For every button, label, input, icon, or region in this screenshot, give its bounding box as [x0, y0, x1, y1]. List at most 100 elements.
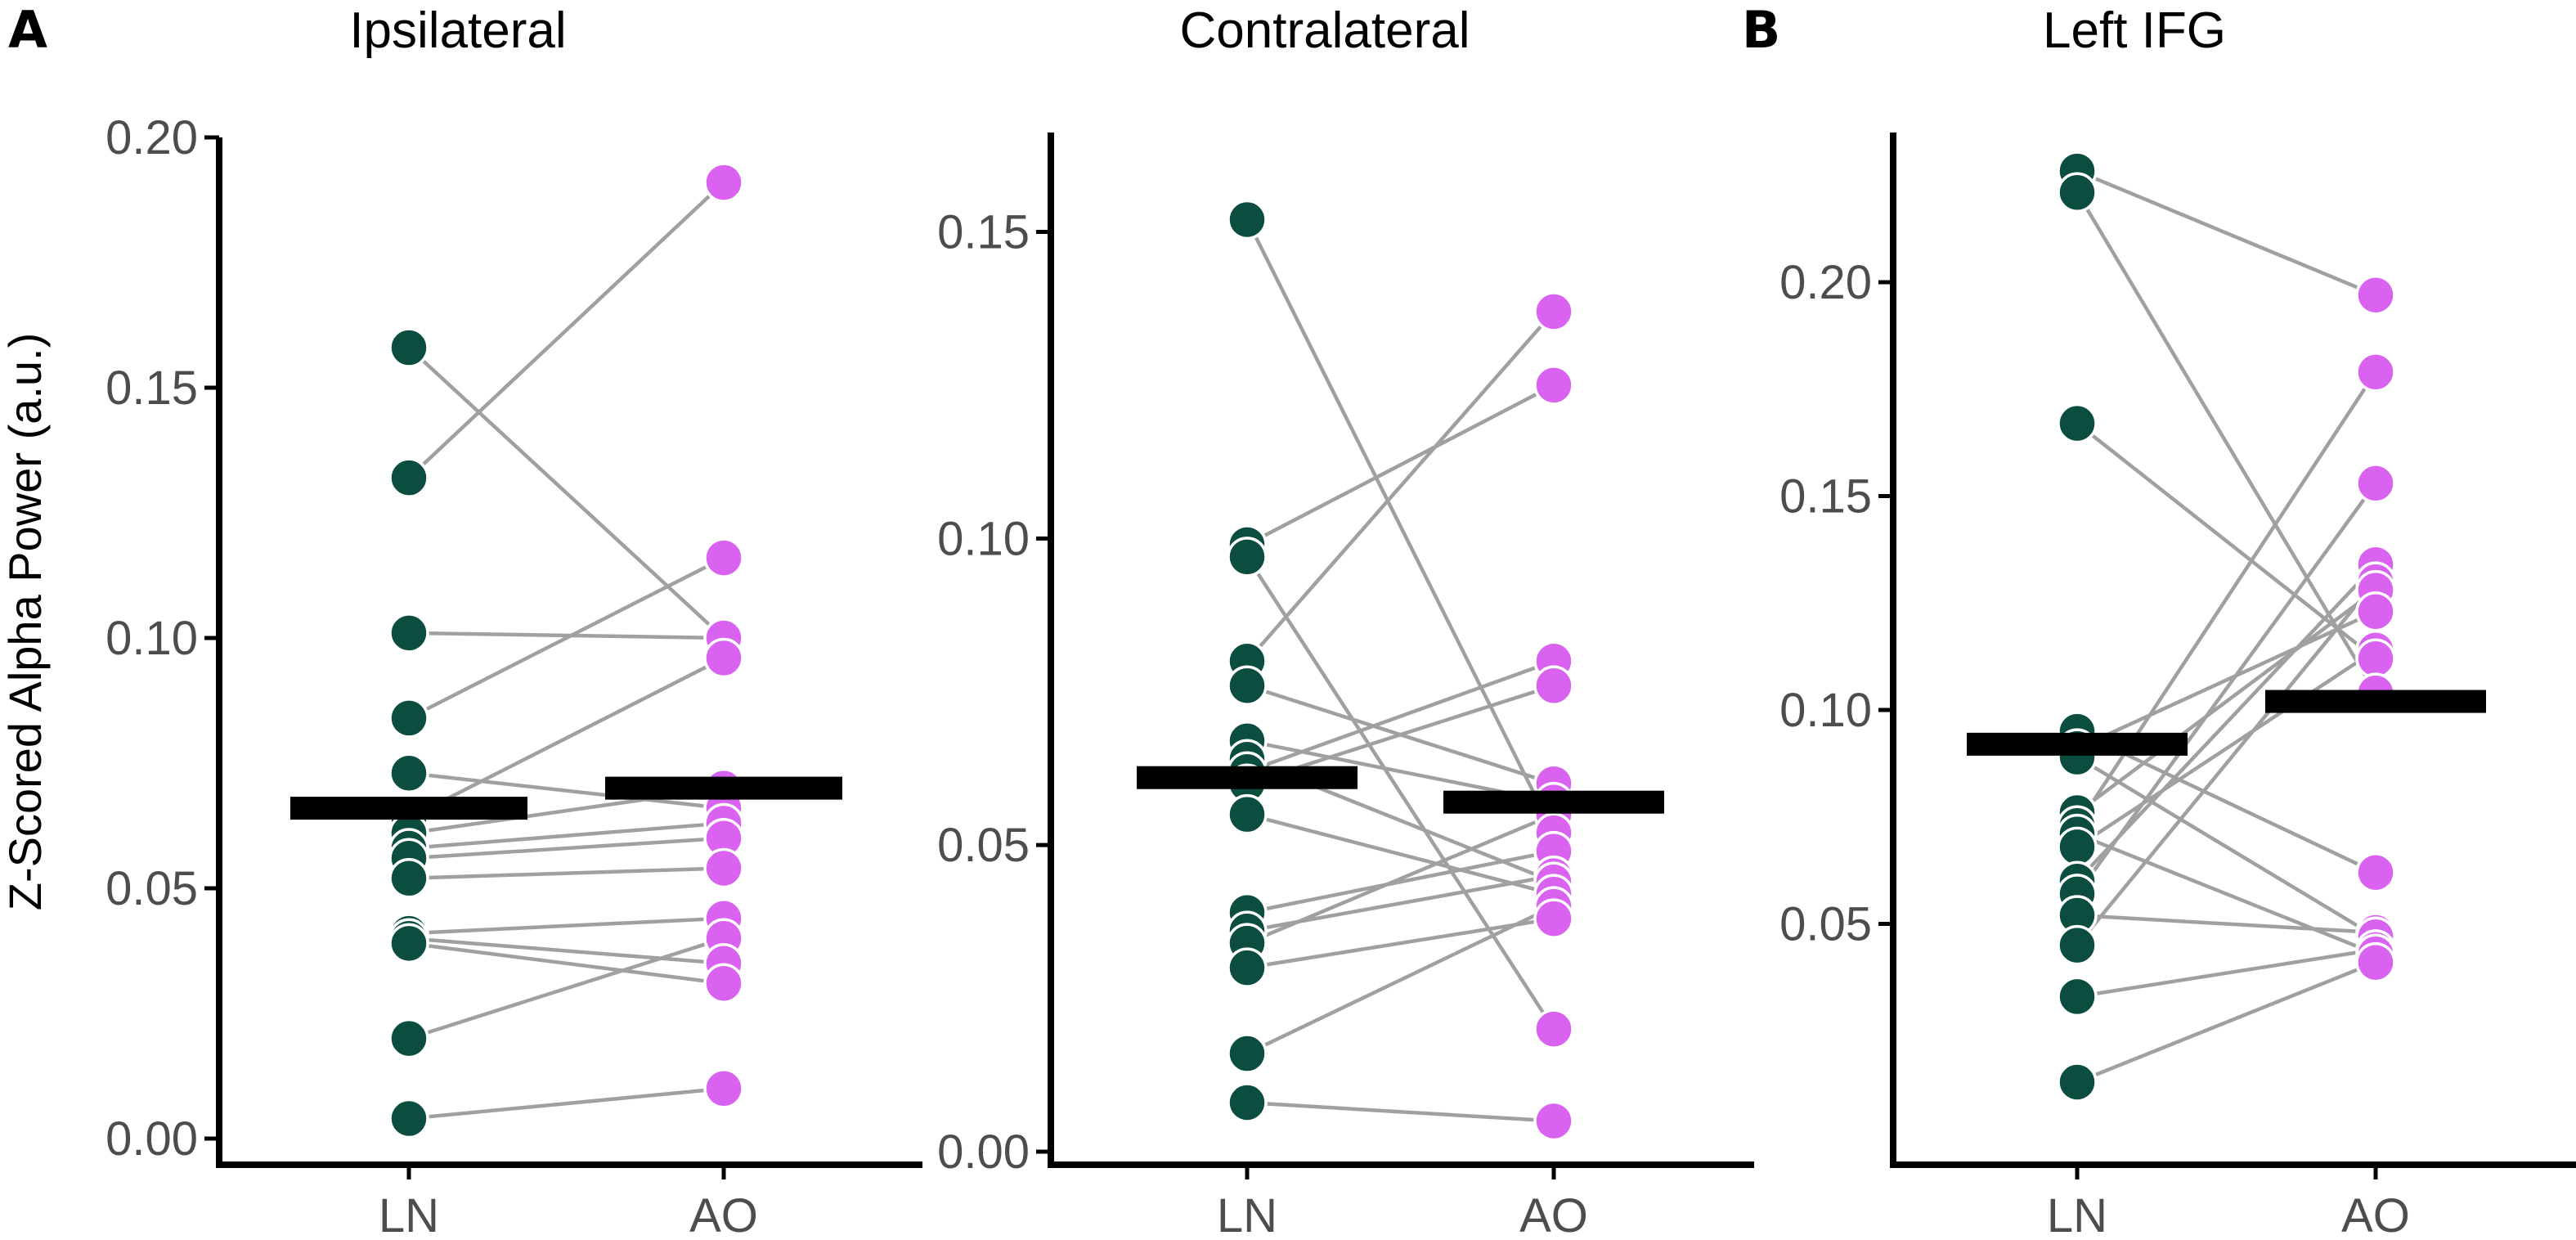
pair-line [2076, 755, 2377, 939]
y-tick-label: 0.10 [937, 512, 1030, 565]
pair-line [408, 941, 725, 986]
chart-title-contralateral: Contralateral [1180, 2, 1470, 59]
chart-title-left-ifg: Left IFG [2043, 2, 2226, 59]
ao-point [1533, 1100, 1574, 1142]
pair-line [408, 866, 725, 881]
pair-line [2076, 648, 2377, 849]
pair-line [1245, 555, 1555, 1031]
ao-mean-bar [2265, 690, 2486, 713]
ln-point [2057, 826, 2098, 868]
ln-mean-bar [1137, 766, 1358, 789]
pair-line [407, 556, 725, 720]
ao-point [1533, 665, 1574, 706]
ao-point [703, 847, 744, 889]
ln-point [1227, 665, 1268, 706]
pair-line [1245, 310, 1555, 663]
ln-point [388, 698, 429, 739]
pair-line [408, 836, 725, 860]
x-tick-label: LN [2047, 1189, 2107, 1240]
y-tick-label: 0.05 [937, 819, 1030, 872]
x-tick-label: AO [1519, 1189, 1588, 1240]
ln-point [2057, 1062, 2098, 1103]
chart-ipsilateral: Ipsilateral 0.00 0.05 0.10 0.15 0.20 LN AO [105, 2, 922, 1240]
pair-line [2076, 168, 2376, 297]
pair-line [408, 937, 725, 1040]
pair-line [1246, 812, 1555, 896]
ao-point [1533, 291, 1574, 332]
pair-line [408, 916, 725, 936]
ao-point [703, 1068, 744, 1109]
y-tick-label: 0.20 [1779, 256, 1872, 309]
x-tick-label: LN [379, 1189, 439, 1240]
x-tick-label: LN [1217, 1189, 1277, 1240]
ln-point [388, 753, 429, 793]
pair-line [407, 656, 725, 820]
ao-point [703, 162, 744, 203]
pair-line [2076, 609, 2376, 751]
y-tick-label: 0.05 [1779, 898, 1872, 951]
y-tick-label: 0.20 [105, 111, 198, 164]
pair-line [1245, 383, 1555, 546]
pair-line [408, 821, 725, 851]
y-tick-label: 0.10 [1779, 684, 1872, 737]
ao-point [703, 637, 744, 679]
y-tick-label: 0.15 [1779, 470, 1872, 523]
y-tick-label: 0.15 [937, 205, 1030, 258]
ln-point [388, 327, 429, 368]
ln-point [388, 457, 429, 498]
pair-line [408, 771, 725, 811]
pair-line [1246, 1100, 1555, 1123]
pair-line [2076, 580, 2377, 947]
pair-line [407, 346, 725, 640]
ln-point [1227, 1033, 1268, 1074]
ln-point [2057, 172, 2098, 213]
pair-line [2076, 832, 2376, 956]
ao-point [703, 963, 744, 1004]
pair-line [1245, 218, 1556, 834]
ao-point [2355, 591, 2396, 632]
pair-line [2076, 913, 2376, 935]
pair-line [1246, 812, 1555, 946]
ao-point [2355, 852, 2396, 893]
ln-point [2057, 402, 2098, 444]
pair-line [2076, 960, 2376, 1085]
ao-point [2355, 638, 2396, 680]
y-tick-label: 0.15 [105, 362, 198, 415]
ln-point [388, 1018, 429, 1059]
ln-point [1227, 1082, 1268, 1123]
y-tick-label: 0.05 [105, 862, 198, 915]
ao-point [2355, 352, 2396, 393]
panel-label-a: A [8, 0, 47, 60]
pair-line [1246, 659, 1555, 774]
ao-mean-bar [1443, 790, 1664, 814]
chart-title-ipsilateral: Ipsilateral [349, 2, 566, 59]
ln-point [388, 858, 429, 899]
ao-point [703, 537, 744, 578]
ao-point [2355, 941, 2396, 983]
pair-line [2076, 563, 2377, 883]
pair-line [2076, 947, 2376, 999]
ln-point [388, 613, 429, 654]
pair-line [408, 631, 725, 640]
ln-point [388, 923, 429, 964]
x-tick-label: AO [2341, 1189, 2410, 1240]
y-tick-label: 0.00 [937, 1125, 1030, 1179]
pair-line [407, 181, 725, 479]
pair-line [2076, 482, 2377, 896]
y-tick-label: 0.10 [105, 612, 198, 665]
pair-line [408, 936, 725, 966]
ln-point [2057, 924, 2098, 966]
ln-mean-bar [290, 797, 527, 820]
ln-point [2057, 976, 2098, 1018]
chart-left-ifg: Left IFG 0.05 0.10 0.15 0.20 LN AO [1779, 2, 2576, 1240]
ao-point [2355, 274, 2396, 316]
pair-line [1246, 916, 1555, 970]
y-axis-label: Z-Scored Alpha Power (a.u.) [0, 333, 51, 911]
ln-point [1227, 199, 1268, 240]
ln-point [1227, 793, 1268, 835]
ln-point [1227, 537, 1268, 577]
x-tick-label: AO [689, 1189, 758, 1240]
ao-point [2355, 463, 2396, 504]
pair-line [2076, 588, 2377, 815]
